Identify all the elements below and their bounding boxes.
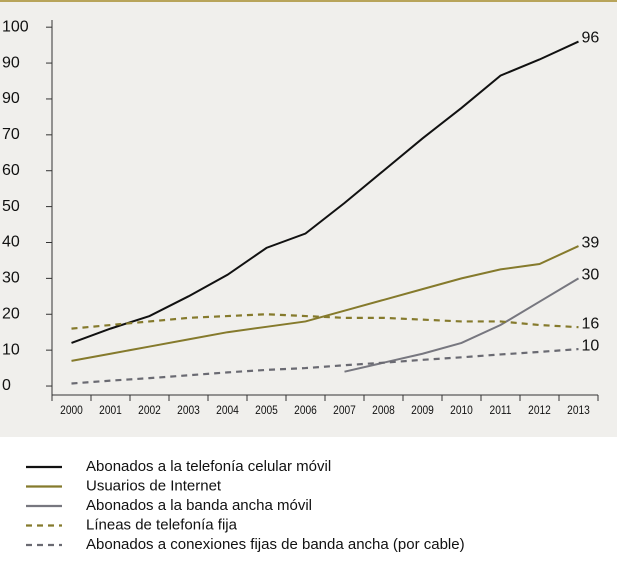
legend-label: Abonados a conexiones fijas de banda anc… bbox=[86, 536, 465, 553]
x-tick-label: 2001 bbox=[99, 404, 122, 417]
y-tick-label: 100 bbox=[2, 18, 29, 35]
x-tick-label: 2006 bbox=[294, 404, 317, 417]
x-tick-label: 2012 bbox=[528, 404, 551, 417]
legend-label: Usuarios de Internet bbox=[86, 477, 222, 494]
x-tick-label: 2004 bbox=[216, 404, 239, 417]
y-tick-label: 70 bbox=[2, 126, 20, 143]
x-tick-label: 2002 bbox=[138, 404, 161, 417]
x-tick-label: 2013 bbox=[567, 404, 590, 417]
x-tick-label: 2003 bbox=[177, 404, 200, 417]
legend-label: Abonados a la telefonía celular móvil bbox=[86, 458, 331, 475]
legend-label: Abonados a la banda ancha móvil bbox=[86, 497, 312, 514]
x-tick-label: 2010 bbox=[450, 404, 473, 417]
y-tick-label: 90 bbox=[2, 90, 20, 107]
x-tick-label: 2011 bbox=[490, 404, 512, 417]
y-tick-label: 20 bbox=[2, 305, 20, 322]
end-label: 10 bbox=[582, 337, 600, 354]
x-tick-label: 2009 bbox=[411, 404, 434, 417]
series-line bbox=[71, 313, 579, 330]
x-tick-label: 2008 bbox=[372, 404, 395, 417]
series-line bbox=[71, 347, 579, 385]
y-tick-label: 90 bbox=[2, 54, 20, 71]
y-tick-label: 10 bbox=[2, 341, 20, 358]
end-label: 96 bbox=[582, 30, 600, 47]
y-tick-label: 40 bbox=[2, 234, 20, 251]
x-tick-label: 2007 bbox=[333, 404, 356, 417]
end-label: 30 bbox=[582, 267, 600, 284]
end-label: 39 bbox=[582, 234, 600, 251]
y-tick-label: 0 bbox=[2, 377, 11, 394]
chart-background bbox=[0, 0, 617, 437]
x-tick-label: 2000 bbox=[60, 404, 83, 417]
y-tick-label: 50 bbox=[2, 198, 20, 215]
y-tick-label: 60 bbox=[2, 162, 20, 179]
y-tick-label: 30 bbox=[2, 270, 20, 287]
legend-label: Líneas de telefonía fija bbox=[86, 516, 238, 533]
end-label: 16 bbox=[582, 315, 600, 332]
x-tick-label: 2005 bbox=[255, 404, 278, 417]
series-line bbox=[71, 40, 579, 344]
